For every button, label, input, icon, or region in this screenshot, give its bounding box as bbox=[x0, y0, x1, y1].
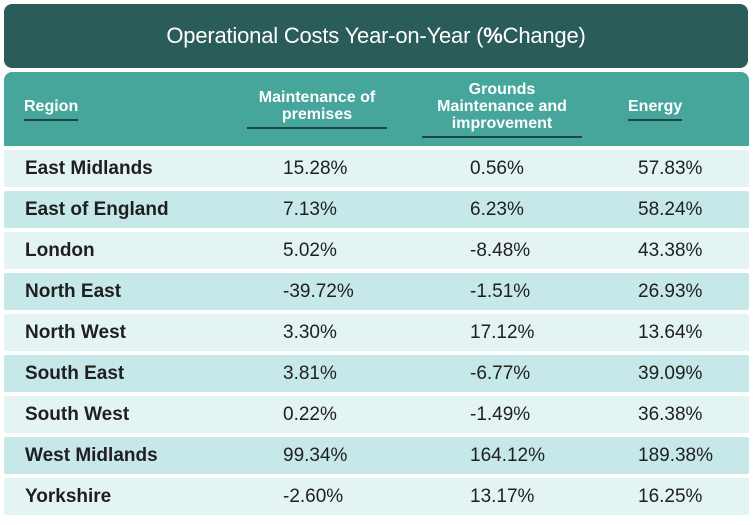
table-body: East Midlands 15.28% 0.56% 57.83% East o… bbox=[4, 150, 749, 515]
cell-maintenance: 0.22% bbox=[283, 404, 337, 425]
cell-maintenance: 15.28% bbox=[283, 158, 348, 179]
cell-region: London bbox=[25, 240, 95, 261]
table-row: South East 3.81% -6.77% 39.09% bbox=[4, 355, 749, 392]
cell-energy: 36.38% bbox=[638, 404, 703, 425]
cell-grounds: 164.12% bbox=[470, 445, 546, 466]
cell-region: East of England bbox=[25, 199, 169, 220]
cell-energy: 57.83% bbox=[638, 158, 703, 179]
cell-region: North East bbox=[25, 281, 122, 302]
cell-maintenance: -2.60% bbox=[283, 486, 344, 507]
cell-energy: 26.93% bbox=[638, 281, 703, 302]
cell-maintenance: -39.72% bbox=[283, 281, 354, 302]
header-maintenance: Maintenance of premises bbox=[247, 72, 387, 146]
cell-region: Yorkshire bbox=[25, 486, 112, 507]
cell-energy: 13.64% bbox=[638, 322, 703, 343]
cell-region: East Midlands bbox=[25, 158, 153, 179]
title-suffix: Change) bbox=[502, 23, 586, 48]
header-region: Region bbox=[24, 72, 79, 146]
table-row: London 5.02% -8.48% 43.38% bbox=[4, 232, 749, 269]
header-region-label: Region bbox=[24, 98, 79, 121]
cell-grounds: 17.12% bbox=[470, 322, 535, 343]
table-row: North West 3.30% 17.12% 13.64% bbox=[4, 314, 749, 351]
table-title: Operational Costs Year-on-Year (% Change… bbox=[4, 4, 748, 68]
cell-energy: 58.24% bbox=[638, 199, 703, 220]
cell-grounds: -1.49% bbox=[470, 404, 531, 425]
table-row: South West 0.22% -1.49% 36.38% bbox=[4, 396, 749, 433]
cell-maintenance: 5.02% bbox=[283, 240, 337, 261]
header-energy-label: Energy bbox=[628, 98, 683, 121]
header-grounds: Grounds Maintenance and improvement bbox=[422, 72, 582, 146]
cell-region: South West bbox=[25, 404, 130, 425]
costs-table: Region Maintenance of premises Grounds M… bbox=[4, 72, 749, 515]
cell-energy: 43.38% bbox=[638, 240, 703, 261]
table-row: East Midlands 15.28% 0.56% 57.83% bbox=[4, 150, 749, 187]
title-percent: % bbox=[483, 23, 503, 48]
table-row: West Midlands 99.34% 164.12% 189.38% bbox=[4, 437, 749, 474]
cell-region: West Midlands bbox=[25, 445, 158, 466]
table-row: East of England 7.13% 6.23% 58.24% bbox=[4, 191, 749, 228]
table-row: North East -39.72% -1.51% 26.93% bbox=[4, 273, 749, 310]
cell-region: North West bbox=[25, 322, 126, 343]
cell-maintenance: 3.30% bbox=[283, 322, 337, 343]
cell-maintenance: 3.81% bbox=[283, 363, 337, 384]
cell-grounds: 6.23% bbox=[470, 199, 524, 220]
title-prefix: Operational Costs Year-on-Year ( bbox=[166, 23, 484, 48]
header-grounds-label: Grounds Maintenance and improvement bbox=[422, 81, 582, 138]
cell-energy: 39.09% bbox=[638, 363, 703, 384]
header-energy: Energy bbox=[628, 72, 683, 146]
cell-energy: 16.25% bbox=[638, 486, 703, 507]
table-row: Yorkshire -2.60% 13.17% 16.25% bbox=[4, 478, 749, 515]
cell-region: South East bbox=[25, 363, 125, 384]
table-header: Region Maintenance of premises Grounds M… bbox=[4, 72, 749, 146]
cell-maintenance: 7.13% bbox=[283, 199, 337, 220]
cell-grounds: 13.17% bbox=[470, 486, 535, 507]
cell-grounds: -6.77% bbox=[470, 363, 531, 384]
cell-energy: 189.38% bbox=[638, 445, 714, 466]
header-maintenance-label: Maintenance of premises bbox=[247, 89, 387, 129]
cell-grounds: -8.48% bbox=[470, 240, 531, 261]
cell-maintenance: 99.34% bbox=[283, 445, 348, 466]
cell-grounds: 0.56% bbox=[470, 158, 524, 179]
cell-grounds: -1.51% bbox=[470, 281, 531, 302]
